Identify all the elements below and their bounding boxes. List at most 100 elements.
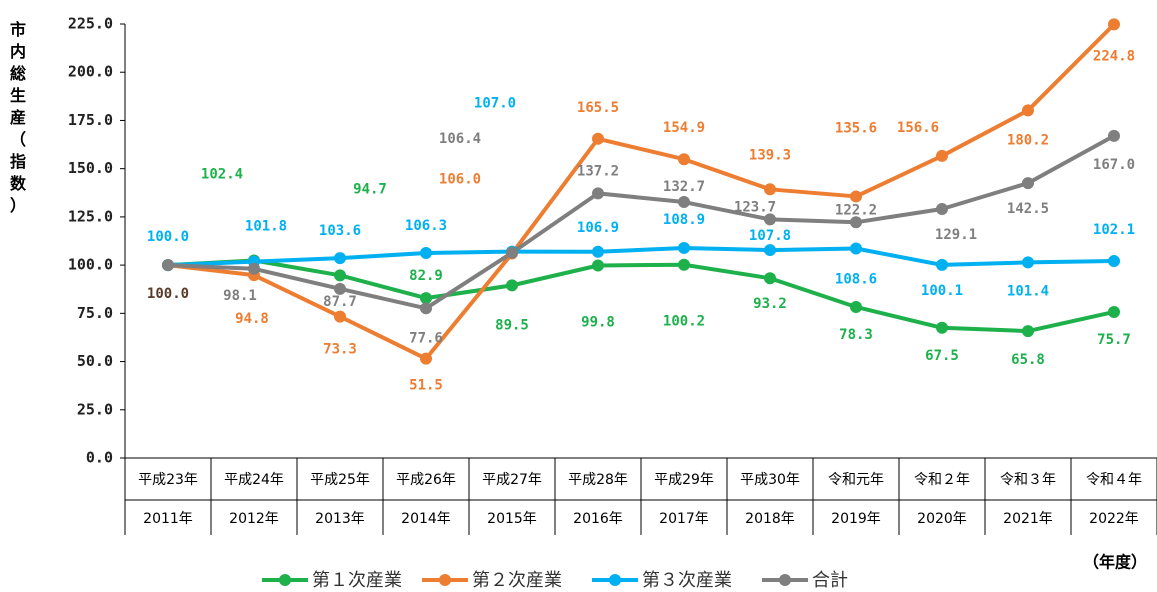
x-tick-label: 令和３年 — [1000, 472, 1056, 488]
legend-label: 第１次産業 — [312, 570, 402, 591]
data-label: 75.7 — [1097, 332, 1131, 348]
data-point — [420, 246, 432, 259]
data-label: 67.5 — [925, 348, 959, 364]
data-point — [1022, 104, 1034, 117]
data-label: 103.6 — [319, 223, 361, 239]
data-point — [764, 272, 776, 285]
data-label: 139.3 — [749, 147, 791, 163]
data-label: 65.8 — [1011, 352, 1045, 368]
x-tick-label: 平成27年 — [482, 472, 542, 488]
data-label: 142.5 — [1007, 201, 1049, 217]
data-label: 129.1 — [935, 227, 977, 243]
data-label: 106.3 — [405, 218, 447, 234]
data-point — [678, 258, 690, 271]
data-label: 107.0 — [474, 96, 516, 112]
data-label: 101.4 — [1007, 283, 1049, 299]
data-label: 156.6 — [897, 120, 939, 136]
y-tick-label: 125.0 — [68, 207, 113, 225]
data-label: 122.2 — [835, 202, 877, 218]
data-label: 101.8 — [245, 219, 287, 235]
data-point — [506, 246, 518, 259]
data-point — [1108, 305, 1120, 318]
x-tick-label: 平成28年 — [568, 472, 628, 488]
x-tick-label: 令和２年 — [914, 472, 970, 488]
x-tick-label: 2021年 — [1003, 511, 1053, 527]
x-tick-label: 平成25年 — [310, 472, 370, 488]
data-label: 100.0 — [147, 229, 189, 245]
data-point — [420, 352, 432, 365]
series-line — [167, 134, 1115, 311]
x-tick-label: 2015年 — [487, 511, 537, 527]
data-point — [592, 259, 604, 272]
data-point — [334, 269, 346, 282]
data-point — [850, 300, 862, 313]
data-point — [1108, 129, 1120, 142]
data-label: 89.5 — [495, 317, 529, 333]
data-label: 93.2 — [753, 296, 787, 312]
x-tick-label: 平成29年 — [654, 472, 714, 488]
data-point — [1022, 256, 1034, 269]
legend-marker — [609, 574, 621, 586]
data-point — [936, 321, 948, 334]
data-point — [850, 190, 862, 203]
data-label: 135.6 — [835, 120, 877, 136]
y-tick-label: 50.0 — [77, 352, 113, 370]
data-point — [678, 153, 690, 166]
data-point — [334, 252, 346, 265]
data-label: 73.3 — [323, 342, 357, 358]
data-label: 132.7 — [663, 179, 705, 195]
data-label: 94.7 — [353, 181, 387, 197]
data-label: 107.8 — [749, 228, 791, 244]
data-point — [334, 310, 346, 323]
x-tick-label: 2022年 — [1089, 511, 1139, 527]
x-tick-label: 平成26年 — [396, 472, 456, 488]
data-point — [1108, 255, 1120, 268]
data-point — [592, 132, 604, 145]
y-tick-label: 75.0 — [77, 304, 113, 322]
data-point — [592, 187, 604, 200]
data-point — [420, 292, 432, 305]
data-point — [248, 262, 260, 275]
data-point — [420, 302, 432, 315]
data-label: 224.8 — [1093, 48, 1135, 64]
data-label: 106.4 — [439, 131, 481, 147]
data-label: 51.5 — [409, 378, 443, 394]
data-label: 87.7 — [323, 294, 357, 310]
data-label: 94.8 — [235, 311, 269, 327]
series-line — [167, 22, 1116, 361]
data-point — [764, 244, 776, 257]
data-label: 82.9 — [409, 268, 443, 284]
y-tick-label: 25.0 — [77, 400, 113, 418]
data-point — [1022, 177, 1034, 190]
data-point — [506, 279, 518, 292]
data-point — [1108, 18, 1120, 31]
x-tick-label: 2017年 — [659, 511, 709, 527]
data-label: 78.3 — [839, 327, 873, 343]
data-point — [1022, 325, 1034, 338]
data-label: 108.6 — [835, 272, 877, 288]
data-point — [936, 149, 948, 162]
data-label: 99.8 — [581, 314, 615, 330]
series-line — [167, 258, 1115, 334]
data-point — [764, 213, 776, 226]
data-label: 167.0 — [1093, 157, 1135, 173]
x-tick-label: 2019年 — [831, 511, 881, 527]
data-label: 106.0 — [439, 172, 481, 188]
data-label: 106.9 — [577, 220, 619, 236]
legend-label: 第３次産業 — [642, 570, 732, 591]
data-label: 180.2 — [1007, 132, 1049, 148]
data-point — [334, 282, 346, 295]
data-label: 100.0 — [147, 286, 189, 302]
x-tick-label: 2020年 — [917, 511, 967, 527]
x-tick-label: 2016年 — [573, 511, 623, 527]
y-tick-label: 175.0 — [68, 111, 113, 129]
x-tick-label: 2018年 — [745, 511, 795, 527]
data-point — [936, 202, 948, 215]
x-tick-label: 2011年 — [143, 511, 193, 527]
y-tick-label: 200.0 — [68, 63, 113, 81]
data-label: 108.9 — [663, 212, 705, 228]
data-label: 154.9 — [663, 120, 705, 136]
data-label: 100.2 — [663, 314, 705, 330]
data-point — [936, 258, 948, 271]
